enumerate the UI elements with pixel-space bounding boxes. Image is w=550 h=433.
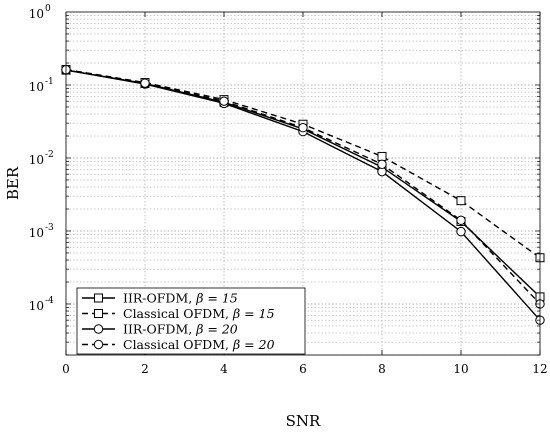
y-tick-base: 10 <box>29 153 44 167</box>
legend-entry: IIR-OFDM, β = 20 <box>82 322 238 337</box>
x-axis-title: SNR <box>286 412 321 430</box>
legend-series-name: Classical OFDM, <box>123 306 233 321</box>
legend-marker <box>94 293 103 303</box>
x-tick-label: 0 <box>62 362 70 376</box>
legend-marker <box>93 324 104 334</box>
data-point <box>377 151 387 161</box>
legend-label: IIR-OFDM, β = 15 <box>123 291 238 306</box>
legend-box <box>76 287 306 355</box>
y-tick-base: 10 <box>29 299 44 313</box>
legend-label: Classical OFDM, β = 20 <box>123 337 275 352</box>
legend-series-name: IIR-OFDM, <box>123 291 196 306</box>
legend-label: IIR-OFDM, β = 20 <box>123 322 238 337</box>
legend-series-name: IIR-OFDM, <box>123 322 196 337</box>
axis-ticks <box>65 12 541 356</box>
x-tick-label: 12 <box>532 362 547 376</box>
legend-beta: β = 15 <box>195 291 238 306</box>
legend-beta: β = 20 <box>195 322 238 337</box>
y-tick-exponent: -3 <box>45 223 54 233</box>
y-tick-label: 10 -1 <box>29 77 54 94</box>
y-axis-title: BER <box>4 166 22 200</box>
y-tick-label: 10 -3 <box>29 223 54 240</box>
data-point <box>456 215 466 226</box>
y-tick-label: 10 -4 <box>29 296 54 313</box>
legend-entry: IIR-OFDM, β = 15 <box>82 291 238 306</box>
legend-marker <box>93 339 104 350</box>
y-tick-exponent: -4 <box>45 296 54 306</box>
series-4 <box>61 65 545 309</box>
y-tick-exponent: -1 <box>45 77 54 87</box>
x-tick-label: 8 <box>378 362 386 376</box>
data-point <box>456 196 466 206</box>
legend-beta: β = 15 <box>232 306 275 321</box>
x-tick-label: 10 <box>453 362 468 376</box>
y-tick-label: 10 0 <box>29 4 51 21</box>
legend-entry: Classical OFDM, β = 15 <box>82 306 275 321</box>
legend-beta: β = 20 <box>232 337 275 352</box>
y-tick-exponent: -2 <box>45 150 54 160</box>
legend-series-name: Classical OFDM, <box>123 337 233 352</box>
x-tick-labels: 0 2 4 6 8 10 12 <box>62 362 547 376</box>
x-tick-label: 6 <box>299 362 307 376</box>
legend-marker <box>94 309 103 318</box>
data-point <box>140 78 150 88</box>
data-point <box>377 159 387 169</box>
x-tick-label: 2 <box>141 362 149 376</box>
legend-label: Classical OFDM, β = 15 <box>123 306 275 321</box>
y-tick-base: 10 <box>29 226 44 240</box>
y-tick-label: 10 -2 <box>29 150 54 167</box>
data-point <box>219 96 229 106</box>
data-point <box>298 122 308 133</box>
data-point <box>456 226 466 237</box>
x-tick-label: 4 <box>220 362 228 376</box>
series-layer <box>61 65 545 325</box>
y-tick-base: 10 <box>29 80 44 94</box>
y-tick-base: 10 <box>29 7 44 21</box>
legend-entry: Classical OFDM, β = 20 <box>82 337 275 352</box>
y-tick-exponent: 0 <box>45 4 51 14</box>
